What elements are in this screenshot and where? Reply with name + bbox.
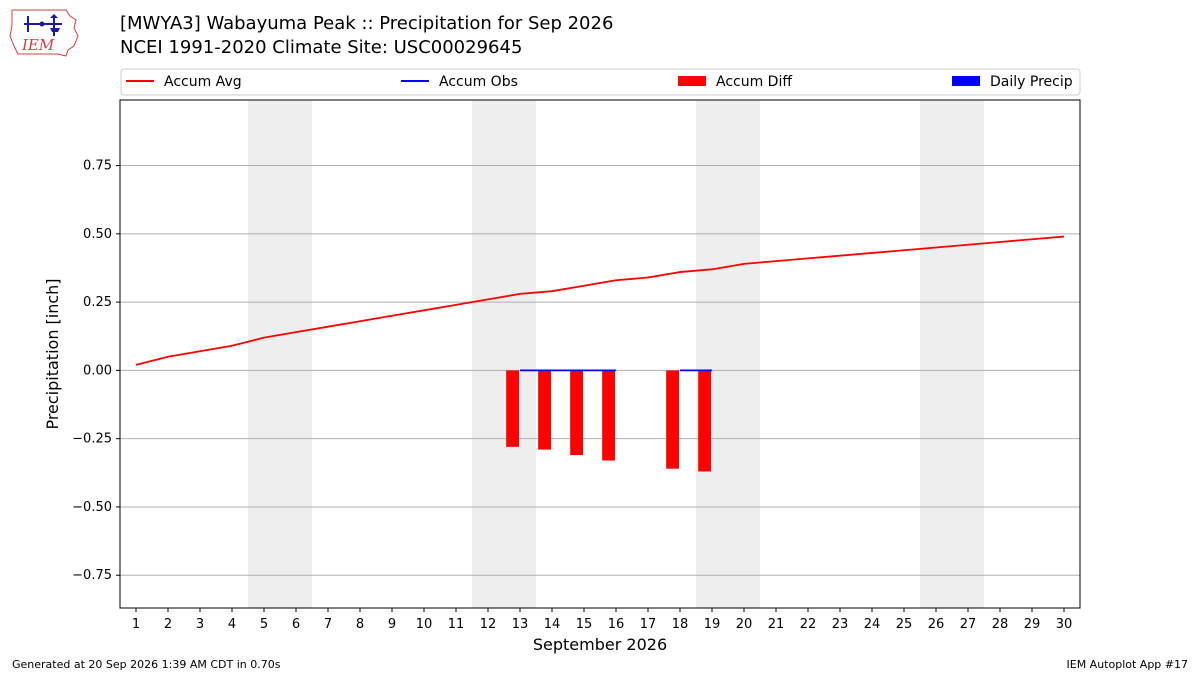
weekend-band — [248, 100, 312, 608]
x-tick-label: 24 — [864, 617, 881, 632]
grid-lines — [120, 165, 1080, 576]
weekend-band — [696, 100, 760, 608]
generated-timestamp: Generated at 20 Sep 2026 1:39 AM CDT in … — [12, 658, 281, 671]
legend-swatch — [952, 76, 980, 86]
x-tick-label: 18 — [672, 617, 689, 632]
x-tick-label: 4 — [228, 617, 236, 632]
x-tick-label: 28 — [992, 617, 1009, 632]
x-tick-label: 3 — [196, 617, 204, 632]
legend: Accum Avg Accum Obs Accum Diff Daily Precip — [120, 68, 1081, 96]
x-tick-label: 19 — [704, 617, 721, 632]
x-axis-label: September 2026 — [533, 635, 667, 654]
x-tick-label: 13 — [512, 617, 529, 632]
bar-accum-diff — [666, 370, 679, 469]
x-tick-label: 2 — [164, 617, 172, 632]
plot-frame — [119, 99, 1081, 609]
legend-label: Daily Precip — [990, 74, 1073, 90]
svg-text:IEM: IEM — [21, 36, 55, 54]
bar-accum-diff — [570, 370, 583, 456]
x-tick-label: 6 — [292, 617, 300, 632]
bar-accum-diff — [698, 370, 711, 472]
x-tick-label: 10 — [416, 617, 433, 632]
x-tick-label: 21 — [768, 617, 785, 632]
x-tick-label: 22 — [800, 617, 817, 632]
bar-accum-diff — [506, 370, 519, 447]
weekend-band — [920, 100, 984, 608]
y-tick-label: −0.25 — [72, 432, 112, 447]
series-lines — [135, 235, 1065, 372]
x-tick-label: 20 — [736, 617, 753, 632]
accum-diff-bars — [506, 370, 711, 472]
legend-frame — [120, 68, 1081, 96]
x-tick-label: 11 — [448, 617, 465, 632]
x-tick-label: 12 — [480, 617, 497, 632]
x-tick-label: 25 — [896, 617, 913, 632]
y-tick-label: −0.75 — [72, 568, 112, 583]
y-axis: 0.75 0.50 0.25 0.00 −0.25 −0.50 −0.75 — [72, 159, 120, 583]
legend-label: Accum Diff — [716, 74, 792, 90]
y-tick-label: 0.25 — [83, 295, 112, 310]
x-tick-label: 16 — [608, 617, 625, 632]
x-tick-label: 5 — [260, 617, 268, 632]
weekend-bands — [248, 100, 984, 608]
app-credit: IEM Autoplot App #17 — [1066, 658, 1189, 671]
x-tick-label: 30 — [1056, 617, 1073, 632]
bar-accum-diff — [602, 370, 615, 461]
x-tick-label: 8 — [356, 617, 364, 632]
y-tick-label: 0.00 — [83, 363, 112, 378]
x-tick-label: 15 — [576, 617, 593, 632]
chart-title: [MWYA3] Wabayuma Peak :: Precipitation f… — [120, 13, 614, 34]
legend-label: Accum Avg — [164, 74, 242, 90]
chart-subtitle: NCEI 1991-2020 Climate Site: USC00029645 — [120, 37, 523, 58]
x-tick-label: 17 — [640, 617, 657, 632]
x-tick-label: 27 — [960, 617, 977, 632]
y-tick-label: −0.50 — [72, 500, 112, 515]
x-tick-label: 23 — [832, 617, 849, 632]
y-tick-label: 0.75 — [83, 159, 112, 174]
iem-logo: IEM — [9, 9, 79, 57]
x-tick-label: 9 — [388, 617, 396, 632]
bar-accum-diff — [538, 370, 551, 450]
weekend-band — [472, 100, 536, 608]
x-tick-label: 14 — [544, 617, 561, 632]
y-tick-label: 0.50 — [83, 227, 112, 242]
x-tick-label: 7 — [324, 617, 332, 632]
x-tick-label: 1 — [132, 617, 140, 632]
x-tick-label: 26 — [928, 617, 945, 632]
y-axis-label: Precipitation [inch] — [43, 278, 62, 429]
legend-label: Accum Obs — [439, 74, 518, 90]
x-axis: 1 2 3 4 5 6 7 8 9 10 11 12 13 14 15 16 17 18 19 20 21 22 23 24 2… — [132, 608, 1072, 632]
line-accum-avg — [135, 235, 1065, 366]
legend-swatch — [678, 76, 706, 86]
x-tick-label: 29 — [1024, 617, 1041, 632]
